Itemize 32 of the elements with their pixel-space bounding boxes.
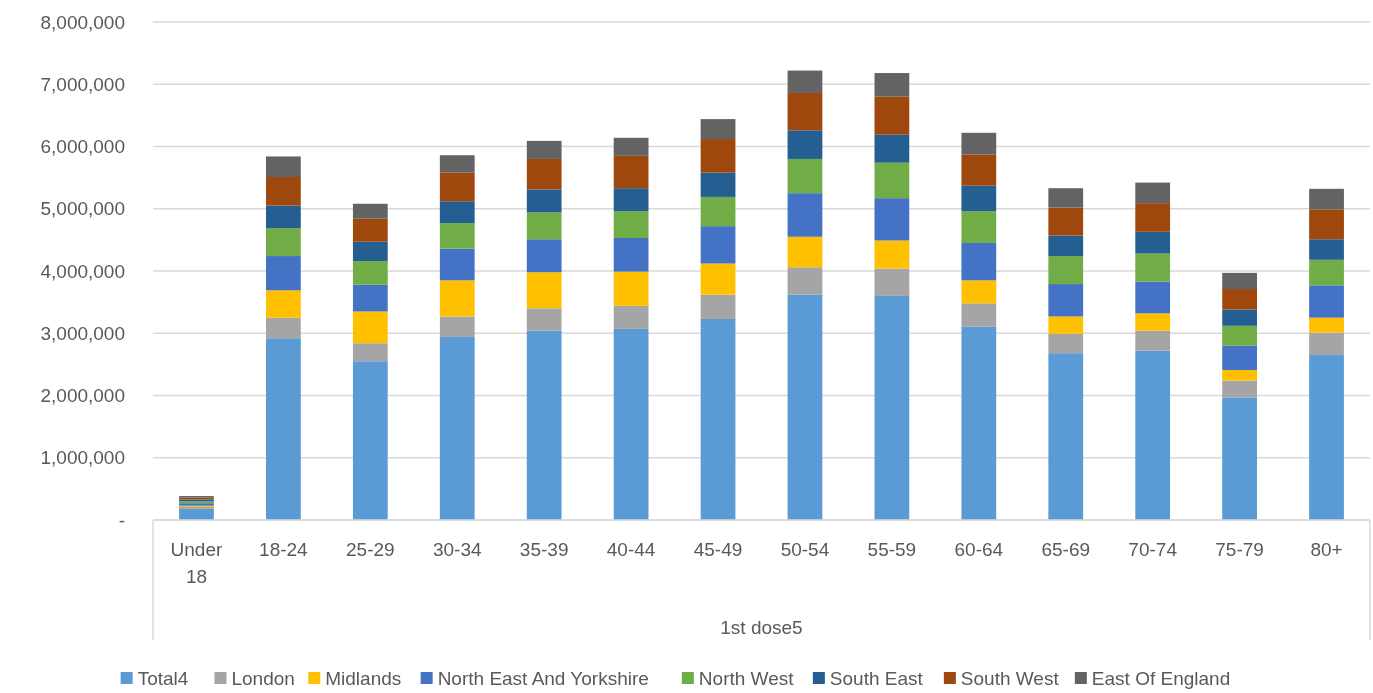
x-axis-title: 1st dose5 <box>720 617 803 638</box>
legend-label: North West <box>698 667 795 689</box>
x-tick-label: 75-79 <box>1215 539 1264 560</box>
x-tick-label: Under 18 <box>170 539 224 587</box>
y-tick-label: 6,000,000 <box>40 136 125 158</box>
y-tick-label: 2,000,000 <box>40 385 125 407</box>
x-tick-label: 55-59 <box>867 539 917 560</box>
y-tick-label: 3,000,000 <box>40 322 125 344</box>
x-tick-label: 45-49 <box>693 539 743 560</box>
y-tick-label: 8,000,000 <box>40 11 125 33</box>
x-tick-label: 40-44 <box>606 539 656 560</box>
legend-label: South West <box>960 667 1060 689</box>
y-tick-label: 1,000,000 <box>40 447 125 469</box>
y-tick-label: 4,000,000 <box>40 260 125 282</box>
legend-label: East Of England <box>1091 667 1231 689</box>
legend-label: Total4 <box>137 667 189 689</box>
x-tick-label: 70-74 <box>1128 539 1178 560</box>
legend-label: Midlands <box>325 667 402 689</box>
x-tick-label: 18-24 <box>259 539 309 560</box>
x-tick-label: 25-29 <box>346 539 395 560</box>
y-tick-label: 7,000,000 <box>40 73 125 95</box>
legend-label: London <box>231 667 295 689</box>
x-tick-label: 35-39 <box>519 539 569 560</box>
x-tick-label: 65-69 <box>1041 539 1091 560</box>
legend-label: South East <box>829 667 924 689</box>
y-tick-label: 5,000,000 <box>40 198 125 220</box>
x-tick-label: 50-54 <box>780 539 830 560</box>
x-tick-label: 30-34 <box>432 539 482 560</box>
y-tick-label: - <box>118 509 125 531</box>
legend-label: North East And Yorkshire <box>437 667 649 689</box>
x-tick-label: 80+ <box>1310 539 1343 560</box>
x-tick-label: 60-64 <box>954 539 1004 560</box>
